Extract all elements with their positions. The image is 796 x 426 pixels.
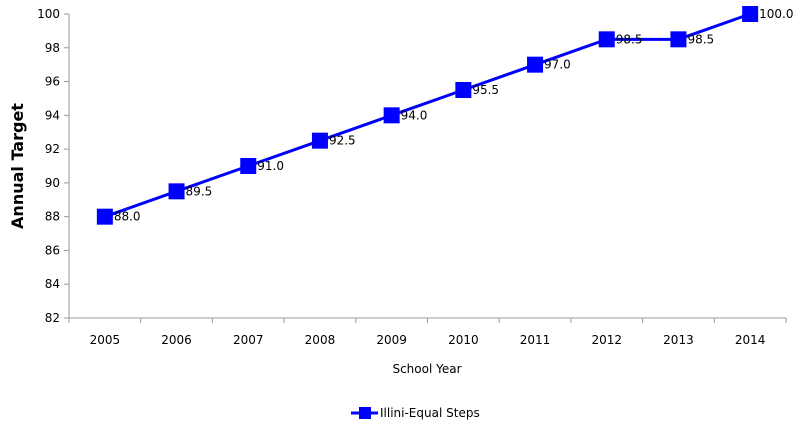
data-point <box>96 208 113 225</box>
data-label: 97.0 <box>544 58 571 72</box>
x-tick-label: 2007 <box>233 333 264 347</box>
data-label: 94.0 <box>401 108 428 122</box>
y-tick-label: 84 <box>45 277 60 291</box>
x-tick-label: 2010 <box>448 333 479 347</box>
data-label: 100.0 <box>759 7 793 21</box>
x-tick-label: 2014 <box>735 333 766 347</box>
y-axis: 82 84 86 88 90 92 94 96 98 100 <box>37 7 70 325</box>
data-point <box>240 158 257 174</box>
data-label: 92.5 <box>329 134 356 148</box>
x-axis-title: School Year <box>392 362 461 376</box>
data-point <box>598 31 615 48</box>
x-axis: 2005 2006 2007 2008 2009 2010 2011 2012 2013 2014 <box>68 317 787 347</box>
legend: Illini-Equal Steps <box>351 406 480 420</box>
data-point <box>168 183 185 200</box>
data-point <box>742 6 759 22</box>
x-tick-label: 2012 <box>591 333 622 347</box>
series-layer: 88.0 89.5 91.0 92.5 94.0 95.5 97.0 98.5 98.5 100.… <box>96 6 794 225</box>
x-tick-label: 2005 <box>90 333 121 347</box>
y-tick-label: 92 <box>45 142 60 156</box>
series-line <box>104 12 751 219</box>
data-label: 88.0 <box>114 210 141 224</box>
x-tick-label: 2006 <box>161 333 192 347</box>
x-tick-label: 2008 <box>305 333 336 347</box>
data-label: 95.5 <box>472 83 499 97</box>
y-tick-label: 82 <box>45 311 60 325</box>
y-tick-label: 86 <box>45 243 60 257</box>
data-point <box>311 132 328 149</box>
y-axis-title: Annual Target <box>8 103 27 229</box>
y-tick-label: 94 <box>45 108 60 122</box>
x-tick-label: 2011 <box>520 333 551 347</box>
data-label: 89.5 <box>186 184 213 198</box>
data-label: 91.0 <box>257 159 284 173</box>
data-point <box>527 56 544 73</box>
y-tick-label: 96 <box>45 75 60 89</box>
data-point <box>455 82 472 98</box>
data-label: 98.5 <box>687 32 714 46</box>
x-tick-label: 2009 <box>376 333 407 347</box>
data-point <box>383 107 400 124</box>
legend-label: Illini-Equal Steps <box>380 406 480 420</box>
data-point <box>670 31 687 48</box>
y-tick-label: 88 <box>45 210 60 224</box>
x-tick-label: 2013 <box>663 333 694 347</box>
y-tick-label: 98 <box>45 41 60 55</box>
data-label: 98.5 <box>616 32 643 46</box>
y-tick-label: 90 <box>45 176 60 190</box>
y-tick-label: 100 <box>37 7 60 21</box>
legend-marker <box>359 407 371 419</box>
